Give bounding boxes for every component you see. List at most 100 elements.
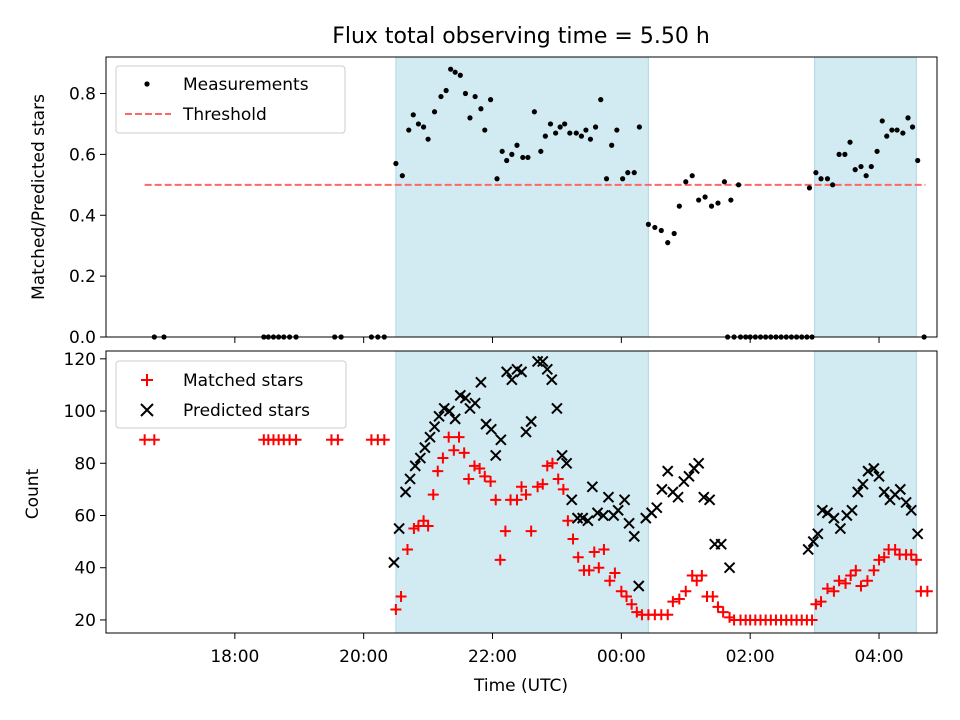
- measurement-point: [824, 176, 831, 182]
- measurement-point: [665, 240, 671, 246]
- measurement-point: [847, 139, 853, 145]
- matched-star-point: [845, 570, 857, 582]
- observing-window-shade: [395, 56, 649, 338]
- measurement-point: [509, 151, 515, 157]
- measurement-point: [884, 133, 890, 139]
- predicted-star-point: [602, 491, 615, 503]
- predicted-star-point: [404, 473, 416, 485]
- measurement-point: [625, 170, 631, 176]
- matched-star-point: [598, 543, 610, 555]
- matched-star-point: [680, 585, 692, 597]
- y-tick-label: 0.2: [69, 267, 96, 287]
- measurement-point: [645, 221, 652, 227]
- measurement-point: [636, 124, 642, 130]
- predicted-star-point: [715, 538, 727, 550]
- measurement-point: [478, 106, 484, 112]
- measurement-point: [868, 163, 874, 170]
- predicted-star-point: [723, 562, 736, 574]
- matched-star-point: [583, 564, 595, 576]
- measurement-point: [448, 66, 454, 72]
- predicted-star-point: [433, 410, 445, 422]
- predicted-star-point: [623, 517, 635, 530]
- matched-star-point: [552, 473, 564, 485]
- matched-star-point: [673, 593, 685, 605]
- measurement-point: [482, 127, 488, 133]
- measurement-point: [494, 176, 500, 182]
- matched-star-point: [443, 431, 455, 443]
- matched-star-point: [593, 562, 605, 574]
- y-tick-label: 120: [64, 350, 96, 370]
- bottom-legend-box: [115, 360, 347, 429]
- matched-star-point: [479, 470, 491, 482]
- matched-star-point: [427, 489, 439, 501]
- predicted-star-point: [469, 397, 481, 409]
- predicted-star-point: [586, 481, 599, 493]
- measurement-point: [487, 97, 494, 103]
- measurement-point: [721, 179, 728, 185]
- legend-threshold-label: Threshold: [182, 105, 267, 125]
- measurement-point: [598, 97, 604, 103]
- measurement-point: [708, 203, 715, 209]
- bottom-plot-frame: [105, 350, 938, 634]
- predicted-star-point: [500, 366, 513, 378]
- measurement-point: [689, 173, 695, 179]
- predicted-star-point: [846, 504, 858, 516]
- matched-star-point: [604, 575, 616, 587]
- predicted-star-point: [551, 402, 563, 415]
- matched-star-point: [828, 585, 840, 597]
- matched-star-point: [662, 609, 674, 621]
- matched-star-point: [532, 481, 544, 493]
- matched-star-point: [541, 460, 553, 472]
- matched-star-point: [696, 570, 708, 582]
- matched-star-point: [537, 478, 549, 490]
- measurement-point: [863, 173, 869, 179]
- predicted-star-point: [582, 515, 594, 527]
- legend-matched-marker: [141, 374, 153, 386]
- matched-star-point: [148, 434, 160, 446]
- measurement-point: [592, 124, 599, 130]
- matched-star-point: [878, 551, 890, 563]
- y-tick-label: 0.6: [69, 145, 96, 165]
- measurement-point: [702, 194, 708, 200]
- predicted-star-point: [597, 509, 610, 522]
- matched-star-point: [868, 564, 880, 576]
- predicted-star-point: [703, 494, 716, 506]
- measurement-point: [836, 151, 842, 157]
- measurement-point: [410, 112, 416, 118]
- measurement-point: [894, 127, 900, 133]
- measurement-point: [652, 224, 658, 231]
- matched-star-point: [422, 520, 434, 532]
- matched-star-point: [810, 598, 822, 610]
- matched-star-point: [572, 551, 584, 563]
- predicted-star-point: [419, 441, 431, 454]
- predicted-star-point: [618, 494, 631, 506]
- predicted-star-point: [393, 522, 405, 535]
- matched-star-point: [621, 590, 633, 602]
- matched-star-point: [511, 494, 523, 506]
- measurement-point: [735, 182, 742, 188]
- predicted-star-point: [651, 501, 663, 514]
- x-tick-label: 22:00: [468, 647, 517, 667]
- matched-star-point: [290, 434, 302, 446]
- matched-star-points: [139, 431, 933, 626]
- y-tick-label: 100: [64, 402, 96, 422]
- matched-star-point: [609, 567, 621, 579]
- matched-star-point: [717, 606, 729, 618]
- predicted-star-point: [905, 504, 917, 516]
- measurement-point: [852, 167, 858, 173]
- measurement-point: [620, 176, 626, 182]
- predicted-star-point: [424, 431, 436, 443]
- predicted-star-point: [868, 462, 880, 475]
- observing-window-shade: [814, 56, 917, 338]
- matched-star-point: [378, 434, 390, 446]
- predicted-star-point: [399, 486, 412, 498]
- measurement-point: [562, 121, 568, 127]
- measurement-point: [614, 127, 620, 133]
- predicted-star-point: [537, 355, 549, 368]
- measurement-point: [578, 133, 585, 139]
- matched-star-point: [395, 590, 407, 602]
- matched-star-point: [468, 460, 480, 472]
- matched-star-point: [332, 434, 344, 446]
- measurement-point: [818, 176, 824, 182]
- top-y-axis-label: Matched/Predicted stars: [29, 94, 49, 300]
